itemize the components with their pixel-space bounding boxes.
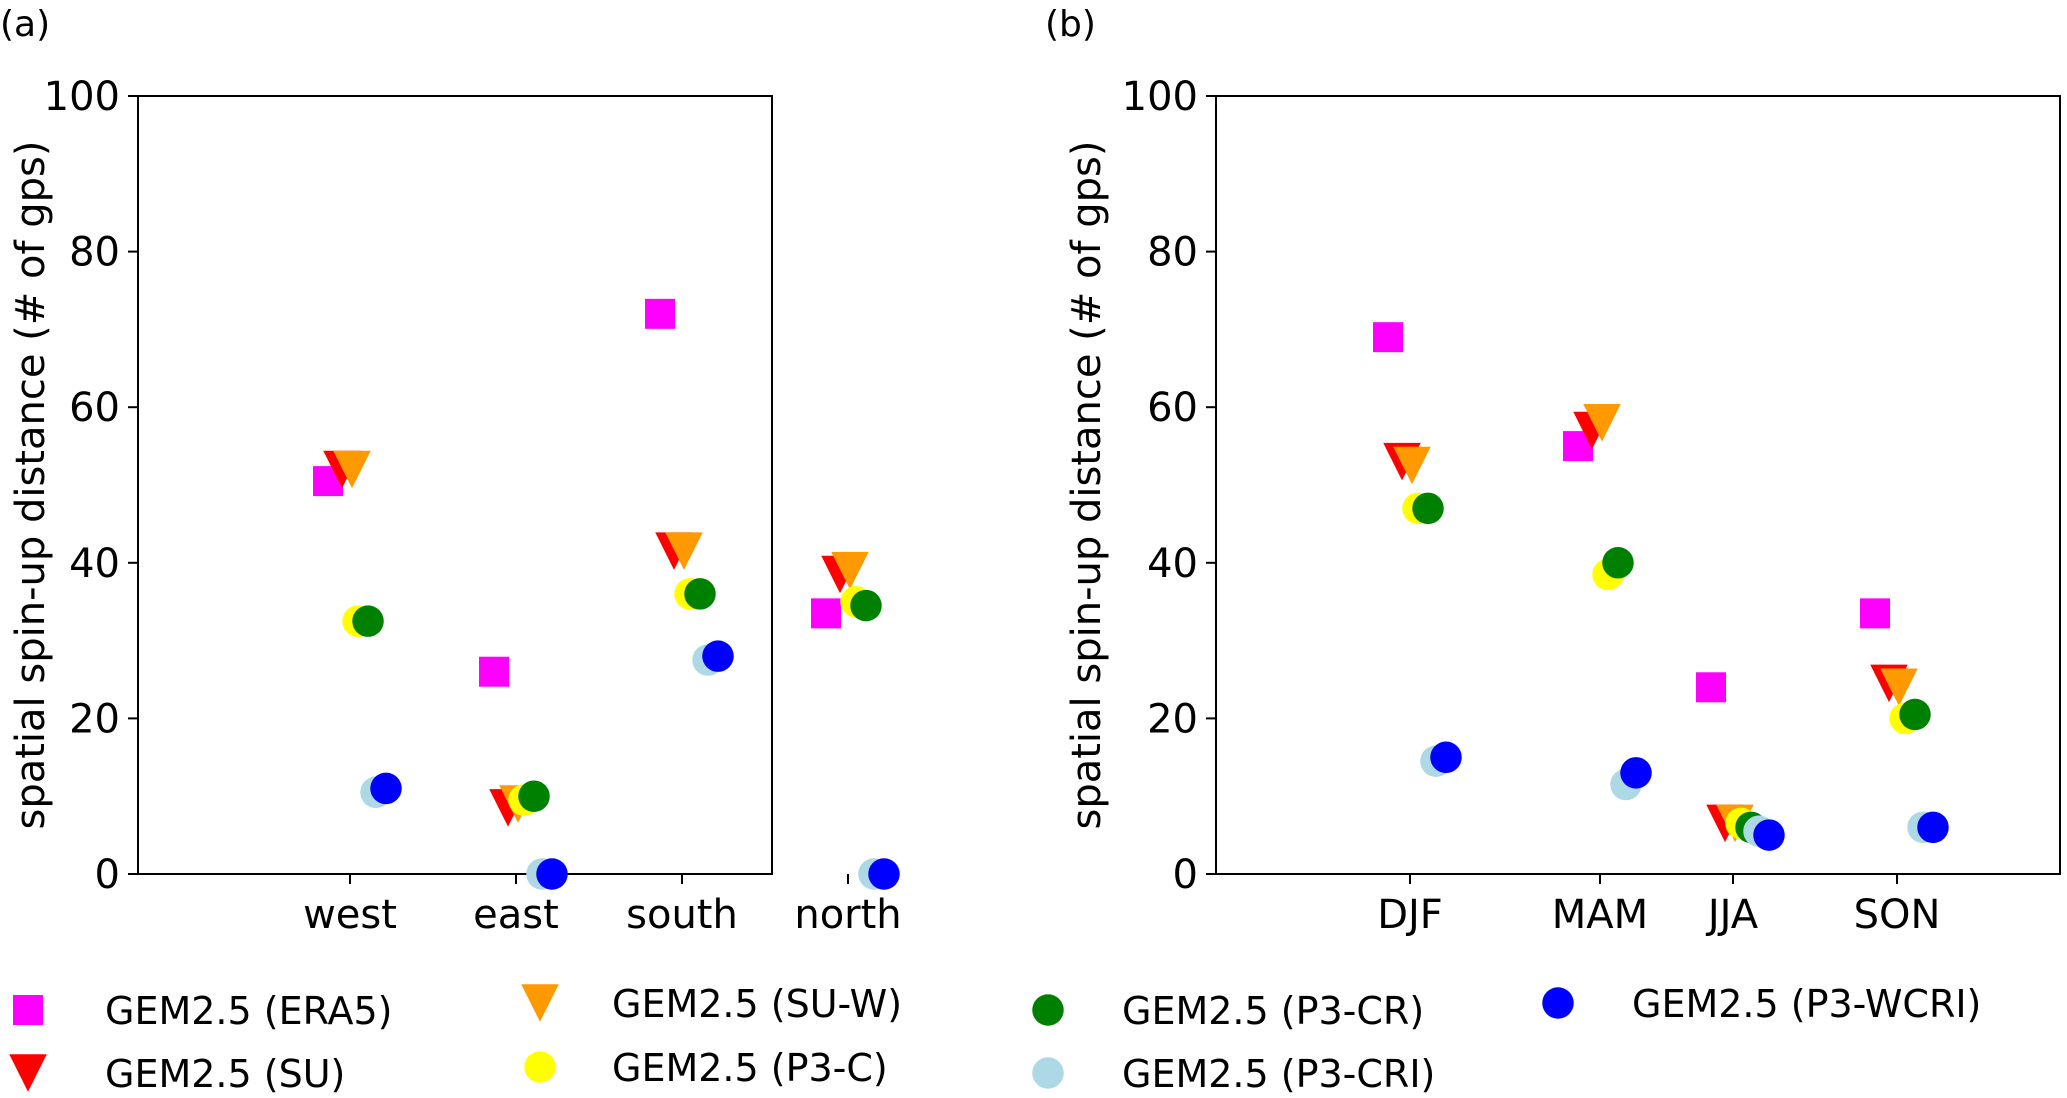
y-tick-label: 100 [44, 74, 120, 120]
data-point [1393, 446, 1431, 485]
panel-a: (a) 0 20 40 60 80 100 west east south north spatial… [0, 4, 902, 938]
data-point [536, 858, 568, 890]
y-axis-title: spatial spin-up distance (# of gps) [8, 140, 54, 829]
data-point [1880, 668, 1918, 707]
data-point [850, 589, 882, 622]
y-tick-label: 20 [1147, 696, 1198, 742]
panel-label: (b) [1045, 4, 1096, 45]
axes-frame [137, 95, 773, 875]
axes-frame [1215, 95, 2061, 875]
x-tick-label: SON [1854, 892, 1941, 938]
data-point [333, 450, 371, 489]
legend-label: GEM2.5 (P3-C) [612, 1046, 888, 1090]
data-point [1430, 741, 1462, 774]
x-tick-label: east [473, 892, 559, 938]
x-tick-label: south [626, 892, 738, 938]
data-point [665, 532, 703, 570]
data-point [479, 656, 509, 687]
data-point [1373, 322, 1403, 353]
data-point [518, 780, 550, 812]
legend-marker [1032, 994, 1064, 1026]
data-point [1602, 547, 1634, 579]
data-point [370, 772, 402, 805]
data-point [1696, 672, 1726, 703]
legend-marker [524, 1051, 556, 1083]
x-tick-label: north [794, 892, 901, 938]
panel-b: (b) 0 20 40 60 80 100 DJF MAM JJA SON spatial spin-… [1045, 4, 2061, 938]
data-point [868, 858, 900, 890]
data-point [1917, 811, 1949, 844]
y-tick-label: 100 [1122, 74, 1198, 120]
legend-label: GEM2.5 (ERA5) [105, 989, 392, 1033]
data-point [1412, 492, 1444, 525]
data-point [811, 598, 841, 629]
legend-label: GEM2.5 (P3-WCRI) [1632, 982, 1981, 1026]
data-point [1753, 819, 1785, 851]
x-tick-label: MAM [1552, 892, 1648, 938]
y-tick-label: 80 [1147, 230, 1198, 276]
data-point [1899, 698, 1931, 731]
legend-marker [521, 984, 559, 1022]
x-tick-label: DJF [1377, 892, 1443, 938]
y-tick-label: 60 [1147, 385, 1198, 431]
legend-label: GEM2.5 (P3-CRI) [1122, 1052, 1435, 1096]
y-tick-label: 20 [69, 696, 120, 742]
y-tick-label: 0 [95, 852, 120, 898]
legend-marker [13, 995, 43, 1025]
data-point [1583, 404, 1621, 442]
legend-label: GEM2.5 (SU-W) [612, 982, 902, 1026]
data-point [645, 298, 675, 329]
legend-label: GEM2.5 (P3-CR) [1122, 989, 1424, 1033]
legend-marker [1032, 1057, 1064, 1089]
data-point [684, 578, 716, 610]
legend-label: GEM2.5 (SU) [105, 1052, 345, 1096]
legend-marker [9, 1054, 47, 1092]
x-tick-label: JJA [1705, 892, 1759, 938]
legend: GEM2.5 (ERA5) GEM2.5 (SU) GEM2.5 (SU-W) GEM… [9, 982, 1981, 1096]
panel-label: (a) [0, 4, 50, 45]
y-tick-label: 0 [1173, 852, 1198, 898]
x-tick-label: west [303, 892, 397, 938]
data-point [1860, 598, 1890, 629]
y-tick-label: 40 [1147, 541, 1198, 587]
y-tick-label: 60 [69, 385, 120, 431]
y-tick-label: 80 [69, 230, 120, 276]
data-point [1620, 757, 1652, 789]
data-point [352, 605, 384, 637]
y-axis-title: spatial spin-up distance (# of gps) [1064, 140, 1110, 829]
data-point [831, 551, 869, 590]
legend-marker [1542, 987, 1574, 1019]
y-tick-label: 40 [69, 541, 120, 587]
data-point [702, 640, 734, 672]
